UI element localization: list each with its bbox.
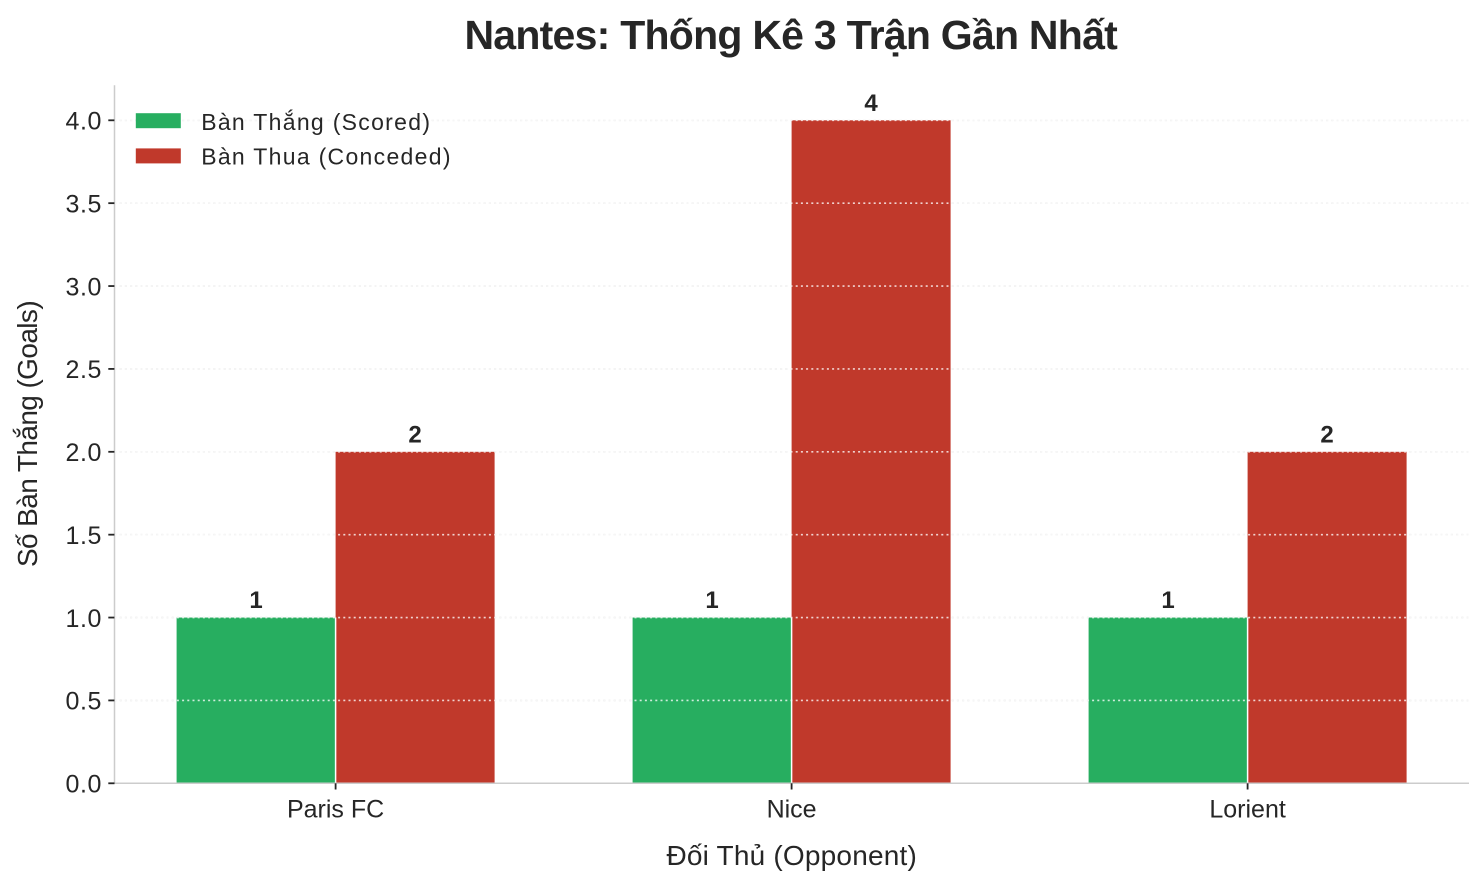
svg-text:0.5: 0.5: [65, 688, 102, 716]
svg-text:3.5: 3.5: [65, 190, 102, 218]
svg-text:Đối Thủ (Opponent): Đối Thủ (Opponent): [666, 840, 917, 871]
svg-text:2.5: 2.5: [65, 356, 102, 384]
svg-text:Nice: Nice: [767, 796, 817, 824]
svg-text:4.0: 4.0: [65, 108, 102, 136]
svg-text:1.0: 1.0: [65, 605, 102, 633]
svg-text:4: 4: [864, 90, 878, 117]
svg-text:2: 2: [1320, 421, 1333, 448]
svg-text:1: 1: [249, 587, 262, 614]
svg-text:1: 1: [705, 587, 718, 614]
svg-text:0.0: 0.0: [65, 771, 102, 799]
svg-text:2.0: 2.0: [65, 439, 102, 467]
svg-text:1: 1: [1161, 587, 1174, 614]
svg-text:Bàn Thua (Conceded): Bàn Thua (Conceded): [201, 143, 452, 169]
svg-text:1.5: 1.5: [65, 522, 102, 550]
svg-text:2: 2: [408, 421, 421, 448]
svg-text:Bàn Thắng (Scored): Bàn Thắng (Scored): [201, 109, 431, 135]
svg-text:Nantes: Thống Kê 3 Trận Gần Nh: Nantes: Thống Kê 3 Trận Gần Nhất: [464, 12, 1118, 58]
svg-text:Lorient: Lorient: [1209, 796, 1285, 824]
svg-text:3.0: 3.0: [65, 273, 102, 301]
svg-text:Số Bàn Thắng (Goals): Số Bàn Thắng (Goals): [12, 301, 43, 567]
svg-text:Paris FC: Paris FC: [287, 796, 384, 824]
